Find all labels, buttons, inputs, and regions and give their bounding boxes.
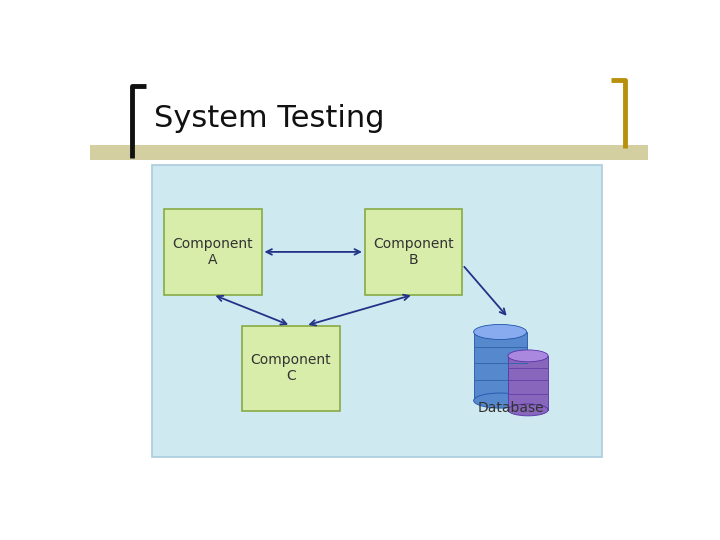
Ellipse shape: [508, 404, 548, 416]
FancyBboxPatch shape: [365, 210, 462, 294]
Text: System Testing: System Testing: [154, 104, 384, 133]
Bar: [152, 165, 602, 457]
FancyBboxPatch shape: [164, 210, 261, 294]
Text: Database: Database: [478, 401, 544, 415]
Bar: [508, 356, 548, 410]
Ellipse shape: [474, 325, 526, 340]
Ellipse shape: [474, 393, 526, 408]
Text: Component
A: Component A: [173, 237, 253, 267]
Bar: [474, 332, 526, 401]
Ellipse shape: [508, 350, 548, 362]
Text: Component
B: Component B: [374, 237, 454, 267]
Text: Component
C: Component C: [251, 353, 331, 383]
Bar: [90, 145, 648, 160]
FancyBboxPatch shape: [242, 326, 340, 411]
